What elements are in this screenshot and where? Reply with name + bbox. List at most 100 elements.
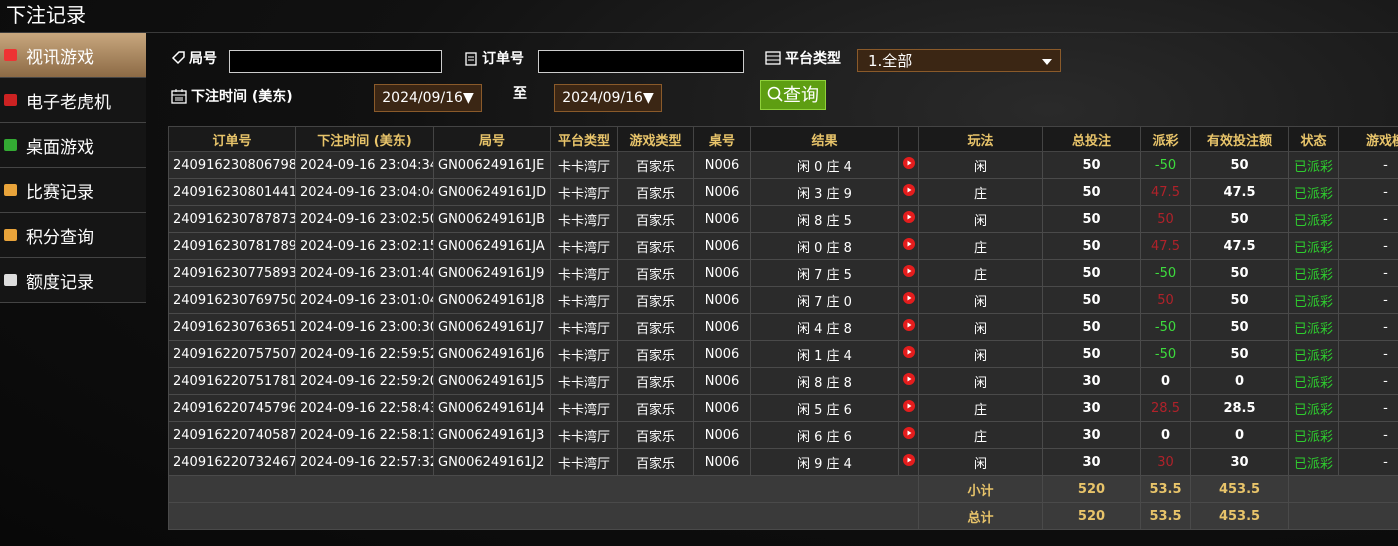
- cell: GN006249161JE: [433, 151, 551, 179]
- cell: 庄: [918, 394, 1043, 422]
- cell: 50: [1042, 232, 1141, 260]
- cell: N006: [693, 178, 751, 206]
- play-icon-cell: [898, 394, 919, 422]
- cell: -: [1338, 151, 1398, 179]
- summary-row: 总计 520 53.5 453.5: [168, 502, 1398, 530]
- caret: [1042, 59, 1052, 65]
- data-row: 240916230769750 2024-09-16 23:01:04 GN0062…: [168, 286, 1398, 314]
- cell: 50: [1042, 340, 1141, 368]
- header-cell: 局号: [433, 126, 551, 152]
- cell: 240916230806798: [168, 151, 296, 179]
- menu-item[interactable]: 比赛记录: [0, 168, 146, 213]
- menu-label: 额度记录: [26, 272, 94, 293]
- cell: N006: [693, 151, 751, 179]
- cell: 闲: [918, 151, 1043, 179]
- header-cell: 游戏类型: [617, 126, 694, 152]
- play-icon[interactable]: [902, 292, 915, 304]
- cell: 2024-09-16 23:04:04: [295, 178, 434, 206]
- play-icon[interactable]: [902, 157, 915, 169]
- cell: 闲 4 庄 8: [750, 313, 899, 341]
- play-icon[interactable]: [902, 211, 915, 223]
- header-row: 订单号 下注时间 (美东) 局号 平台类型 游戏类型 桌号 结果 玩法 总投注 派彩 有效投注额 状态…: [168, 126, 1398, 152]
- cell: 240916230801441: [168, 178, 296, 206]
- cell: 已派彩: [1288, 151, 1339, 179]
- cell: GN006249161J9: [433, 259, 551, 287]
- cell: 已派彩: [1288, 340, 1339, 368]
- cell: 百家乐: [617, 313, 694, 341]
- menu-label: 电子老虎机: [26, 92, 111, 113]
- cell: 闲 1 庄 4: [750, 340, 899, 368]
- cell: [1288, 502, 1398, 530]
- summary-cell: 53.5: [1140, 475, 1191, 503]
- cell: -: [1338, 232, 1398, 260]
- play-icon[interactable]: [902, 400, 915, 412]
- order-filter: 订单号: [463, 48, 524, 68]
- cell: -: [1338, 259, 1398, 287]
- header-cell: 总投注: [1042, 126, 1141, 152]
- menu-icon: [4, 184, 17, 196]
- cell: GN006249161J3: [433, 421, 551, 449]
- menu-label: 视讯游戏: [26, 47, 94, 68]
- platform-select[interactable]: 1.全部: [857, 49, 1061, 72]
- header-cell: 下注时间 (美东): [295, 126, 434, 152]
- play-icon[interactable]: [902, 184, 915, 196]
- cell: 卡卡湾厅: [550, 340, 618, 368]
- play-icon[interactable]: [902, 454, 915, 466]
- cell: 卡卡湾厅: [550, 448, 618, 476]
- cell: 30: [1190, 448, 1289, 476]
- button-text: 查询: [783, 85, 819, 106]
- menu-item[interactable]: 电子老虎机: [0, 78, 146, 123]
- menu-item[interactable]: 视讯游戏: [0, 33, 146, 78]
- cell: 庄: [918, 421, 1043, 449]
- cell: 百家乐: [617, 340, 694, 368]
- play-icon[interactable]: [902, 427, 915, 439]
- menu-item[interactable]: 桌面游戏: [0, 123, 146, 168]
- cell: 2024-09-16 23:01:40: [295, 259, 434, 287]
- cell: 30: [1140, 448, 1191, 476]
- cell: 卡卡湾厅: [550, 394, 618, 422]
- date-from[interactable]: 2024/09/16▼: [374, 84, 482, 112]
- cell: 50: [1190, 205, 1289, 233]
- date-to[interactable]: 2024/09/16▼: [554, 84, 662, 112]
- sidebar: 视讯游戏电子老虎机桌面游戏比赛记录 积分查询额度记录: [0, 33, 146, 303]
- menu-item[interactable]: 积分查询: [0, 213, 146, 258]
- cell: GN006249161J5: [433, 367, 551, 395]
- cell: 闲 6 庄 6: [750, 421, 899, 449]
- data-row: 240916230763651 2024-09-16 23:00:30 GN0062…: [168, 313, 1398, 341]
- cell: 已派彩: [1288, 205, 1339, 233]
- play-icon[interactable]: [902, 346, 915, 358]
- cell: 50: [1042, 178, 1141, 206]
- cell: 50: [1042, 151, 1141, 179]
- header-cell: 结果: [750, 126, 899, 152]
- menu-item[interactable]: 额度记录: [0, 258, 146, 303]
- play-icon-cell: [898, 340, 919, 368]
- cell: 50: [1190, 151, 1289, 179]
- play-icon[interactable]: [902, 238, 915, 250]
- cell: 百家乐: [617, 205, 694, 233]
- cell: 2024-09-16 23:00:30: [295, 313, 434, 341]
- cell: 闲 0 庄 4: [750, 151, 899, 179]
- cell: GN006249161J2: [433, 448, 551, 476]
- play-icon-cell: [898, 259, 919, 287]
- cell: [168, 475, 919, 503]
- cell: 2024-09-16 22:58:43: [295, 394, 434, 422]
- cell: 庄: [918, 232, 1043, 260]
- header-cell: 订单号: [168, 126, 296, 152]
- cell: 30: [1042, 394, 1141, 422]
- play-icon[interactable]: [902, 319, 915, 331]
- play-icon-cell: [898, 151, 919, 179]
- play-icon[interactable]: [902, 265, 915, 277]
- cell: 已派彩: [1288, 367, 1339, 395]
- round-input[interactable]: [229, 50, 442, 73]
- cell: N006: [693, 313, 751, 341]
- data-row: 240916220745796 2024-09-16 22:58:43 GN0062…: [168, 394, 1398, 422]
- cell: 已派彩: [1288, 448, 1339, 476]
- menu-label: 桌面游戏: [26, 137, 94, 158]
- order-input[interactable]: [538, 50, 744, 73]
- cell: 卡卡湾厅: [550, 313, 618, 341]
- cell: 闲 5 庄 6: [750, 394, 899, 422]
- query-button[interactable]: 查询: [760, 80, 826, 110]
- header-cell: [898, 126, 919, 152]
- play-icon[interactable]: [902, 373, 915, 385]
- cell: 50: [1042, 205, 1141, 233]
